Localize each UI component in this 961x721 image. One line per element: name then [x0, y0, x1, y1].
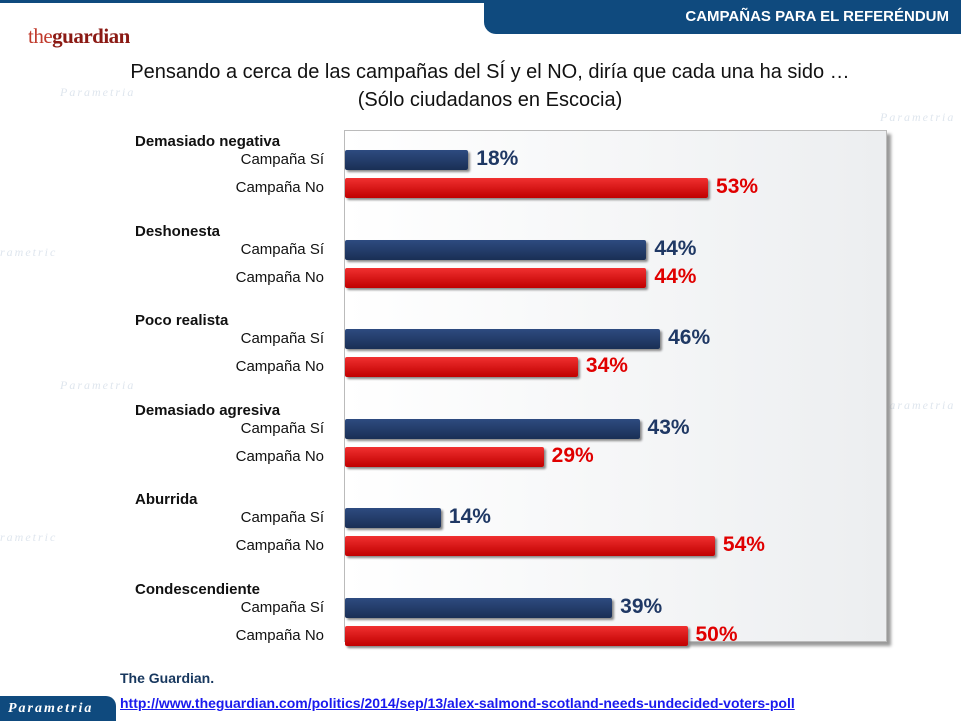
- header-bar-line: [0, 0, 961, 3]
- value-label: 53%: [716, 175, 759, 198]
- value-label: 34%: [585, 354, 628, 377]
- series-label: Campaña No: [235, 358, 324, 375]
- watermark: Parametria: [880, 398, 956, 412]
- series-label: Campaña Sí: [240, 151, 324, 168]
- subtitle: (Sólo ciudadanos en Escocia): [357, 89, 623, 111]
- bar-campana-si: [345, 597, 613, 618]
- series-label: Campaña Sí: [240, 330, 324, 347]
- title-line: Pensando a cerca de las campañas del SÍ …: [130, 61, 850, 83]
- value-label: 18%: [476, 147, 519, 170]
- bar-campana-no: [345, 536, 715, 556]
- parametria-logo: Parametria: [0, 696, 116, 721]
- bar-campana-si: [345, 239, 647, 260]
- series-label: Campaña No: [235, 537, 324, 554]
- series-label: Campaña Sí: [240, 598, 324, 616]
- source-link[interactable]: http://www.theguardian.com/politics/2014…: [120, 695, 795, 711]
- value-label: 44%: [654, 236, 697, 260]
- watermark: rametric: [0, 530, 58, 544]
- series-label: Campaña Sí: [240, 419, 324, 437]
- value-label: 44%: [654, 264, 697, 288]
- bar-campana-si: [345, 150, 469, 170]
- category-label: Deshonesta: [135, 222, 221, 240]
- value-label: 50%: [695, 622, 738, 646]
- category-label: Condescendiente: [135, 580, 261, 598]
- bar-campana-si: [345, 418, 640, 439]
- plot-area: [344, 130, 887, 642]
- bar-campana-no: [345, 178, 709, 198]
- category-label: Poco realista: [135, 312, 229, 329]
- chart-title: Pensando a cerca de las campañas del SÍ …: [60, 58, 920, 114]
- bar-campana-no: [345, 357, 578, 377]
- bar-campana-no: [345, 625, 688, 646]
- value-label: 43%: [647, 415, 690, 439]
- value-label: 39%: [620, 594, 663, 618]
- bar-campana-no: [345, 267, 647, 288]
- series-label: Campaña Sí: [240, 240, 324, 258]
- series-label: Campaña No: [235, 179, 324, 196]
- category-label: Aburrida: [135, 491, 198, 508]
- category-label: Demasiado agresiva: [135, 401, 281, 419]
- category-label: Demasiado negativa: [135, 133, 281, 150]
- series-label: Campaña No: [235, 626, 324, 644]
- watermark: Parametria: [880, 110, 956, 124]
- guardian-logo: theguardian: [28, 24, 130, 48]
- bar-campana-si: [345, 508, 441, 528]
- series-label: Campaña No: [235, 447, 324, 465]
- value-label: 29%: [551, 443, 594, 467]
- watermark: Parametria: [60, 378, 136, 392]
- series-label: Campaña No: [235, 268, 324, 286]
- series-label: Campaña Sí: [240, 509, 324, 526]
- value-label: 46%: [668, 326, 711, 349]
- source-label: The Guardian.: [120, 670, 215, 686]
- value-label: 14%: [448, 505, 491, 528]
- value-label: 54%: [722, 533, 765, 556]
- watermark: Parametria: [60, 85, 136, 99]
- section-header: CAMPAÑAS PARA EL REFERÉNDUM: [484, 0, 961, 34]
- watermark: rametric: [0, 245, 58, 259]
- bar-campana-si: [345, 329, 661, 349]
- bar-campana-no: [345, 446, 544, 467]
